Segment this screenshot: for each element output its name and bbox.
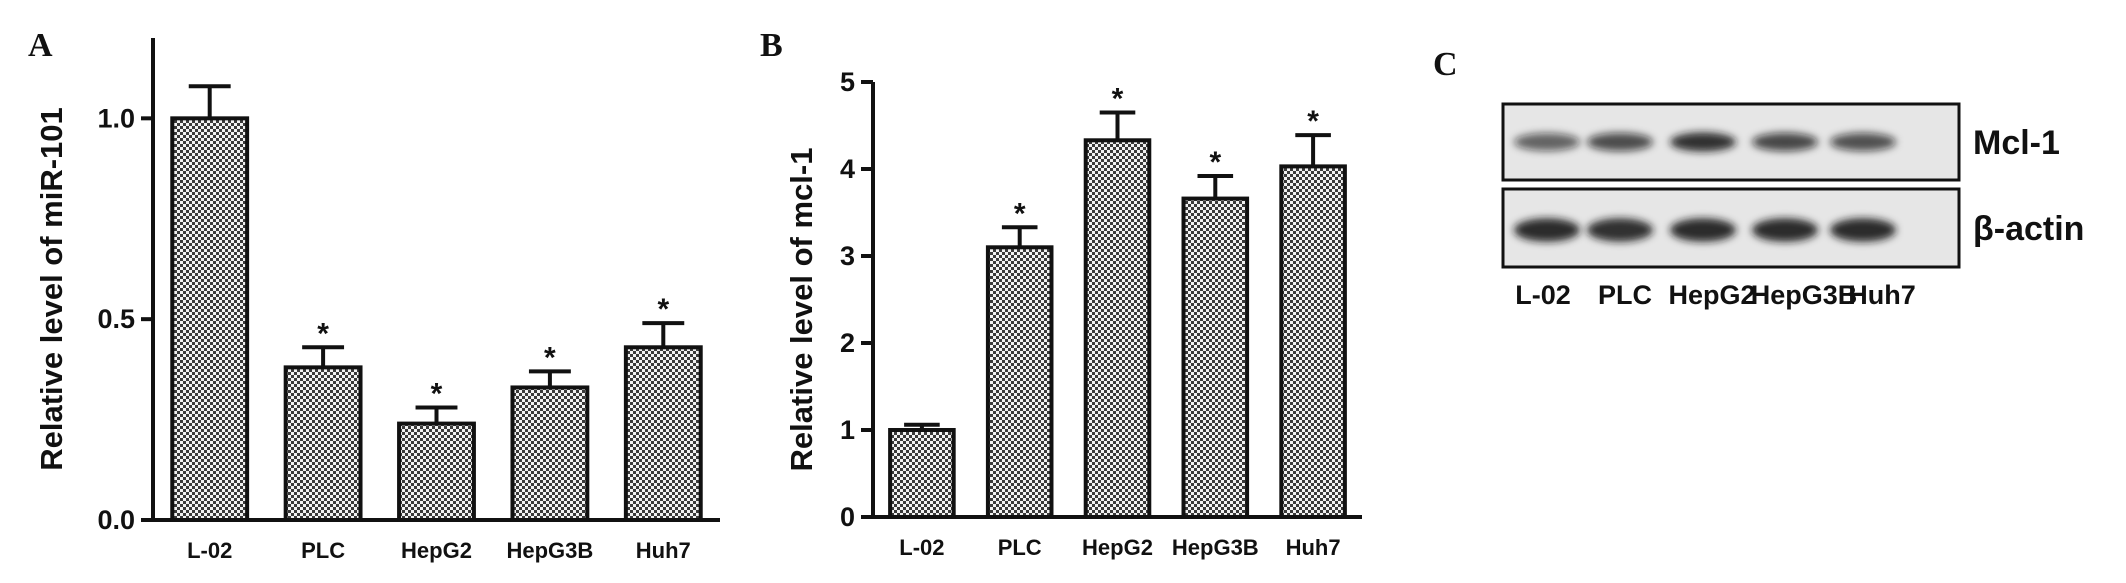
x-tick-label: L-02 <box>899 535 944 560</box>
bar-hepg3b <box>1181 196 1250 520</box>
chart-b: 0 1 2 3 4 5 Relative level of mcl-1 L-02 * PLC * He… <box>784 67 1362 560</box>
y-tick-label: 5 <box>840 67 855 97</box>
y-tick-label: 0.0 <box>97 505 135 535</box>
x-tick-label: PLC <box>998 535 1042 560</box>
bar-hepg3b <box>510 385 590 523</box>
blot-band <box>1670 218 1736 242</box>
blot-row-label: β-actin <box>1973 210 2084 248</box>
panel-letter-a: A <box>28 27 53 64</box>
blot-band <box>1587 132 1653 152</box>
significance-marker: * <box>657 293 669 326</box>
y-axis-label: Relative level of miR-101 <box>34 107 69 471</box>
bar-plc <box>985 245 1054 520</box>
y-tick-label: 1 <box>840 415 855 445</box>
x-tick-label: L-02 <box>187 538 232 563</box>
blot-band <box>1830 132 1896 152</box>
panel-letter-b: B <box>760 27 783 64</box>
blot-band <box>1587 218 1653 242</box>
chart-a: 0.0 0.5 1.0 Relative level of miR-101 L-02 * P… <box>34 38 720 563</box>
y-tick-label: 2 <box>840 328 855 358</box>
bar-huh7 <box>623 345 703 522</box>
bar-l-02 <box>888 428 956 519</box>
x-tick-label: HepG2 <box>1082 535 1153 560</box>
significance-marker: * <box>1307 105 1319 138</box>
significance-marker: * <box>1112 82 1124 115</box>
x-tick-label: Huh7 <box>1286 535 1341 560</box>
blot-band <box>1752 218 1818 242</box>
bar-l-02 <box>170 116 250 522</box>
blot-band <box>1514 218 1580 242</box>
blot-band <box>1752 132 1818 152</box>
blot-band <box>1670 132 1736 152</box>
significance-marker: * <box>1209 146 1221 179</box>
blot-row-label: Mcl-1 <box>1973 124 2060 162</box>
x-tick-label: HepG3B <box>1172 535 1259 560</box>
bar-hepg2 <box>1083 138 1152 519</box>
y-tick-label: 3 <box>840 241 855 271</box>
bar-huh7 <box>1279 164 1347 519</box>
blot-band <box>1514 133 1580 151</box>
significance-marker: * <box>317 317 329 350</box>
blot-lane-label: PLC <box>1598 280 1652 310</box>
blot-lane-label: Huh7 <box>1848 280 1916 310</box>
bar-hepg2 <box>397 421 476 523</box>
blot-lane-label: L-02 <box>1515 280 1571 310</box>
blot-lane-label: HepG2 <box>1668 280 1755 310</box>
significance-marker: * <box>431 378 443 411</box>
y-tick-label: 1.0 <box>97 103 135 133</box>
y-tick-label: 0.5 <box>97 304 135 334</box>
y-axis-label: Relative level of mcl-1 <box>784 148 819 472</box>
x-tick-label: Huh7 <box>636 538 691 563</box>
bar-plc <box>283 365 363 522</box>
x-tick-label: HepG3B <box>507 538 594 563</box>
y-tick-label: 4 <box>840 154 855 184</box>
x-tick-label: PLC <box>301 538 345 563</box>
blot-lane-label: HepG3B <box>1751 280 1858 310</box>
blot-band <box>1830 218 1896 242</box>
significance-marker: * <box>1014 197 1026 230</box>
x-tick-label: HepG2 <box>401 538 472 563</box>
panel-letter-c: C <box>1433 46 1458 83</box>
significance-marker: * <box>544 341 556 374</box>
y-tick-label: 0 <box>840 502 855 532</box>
